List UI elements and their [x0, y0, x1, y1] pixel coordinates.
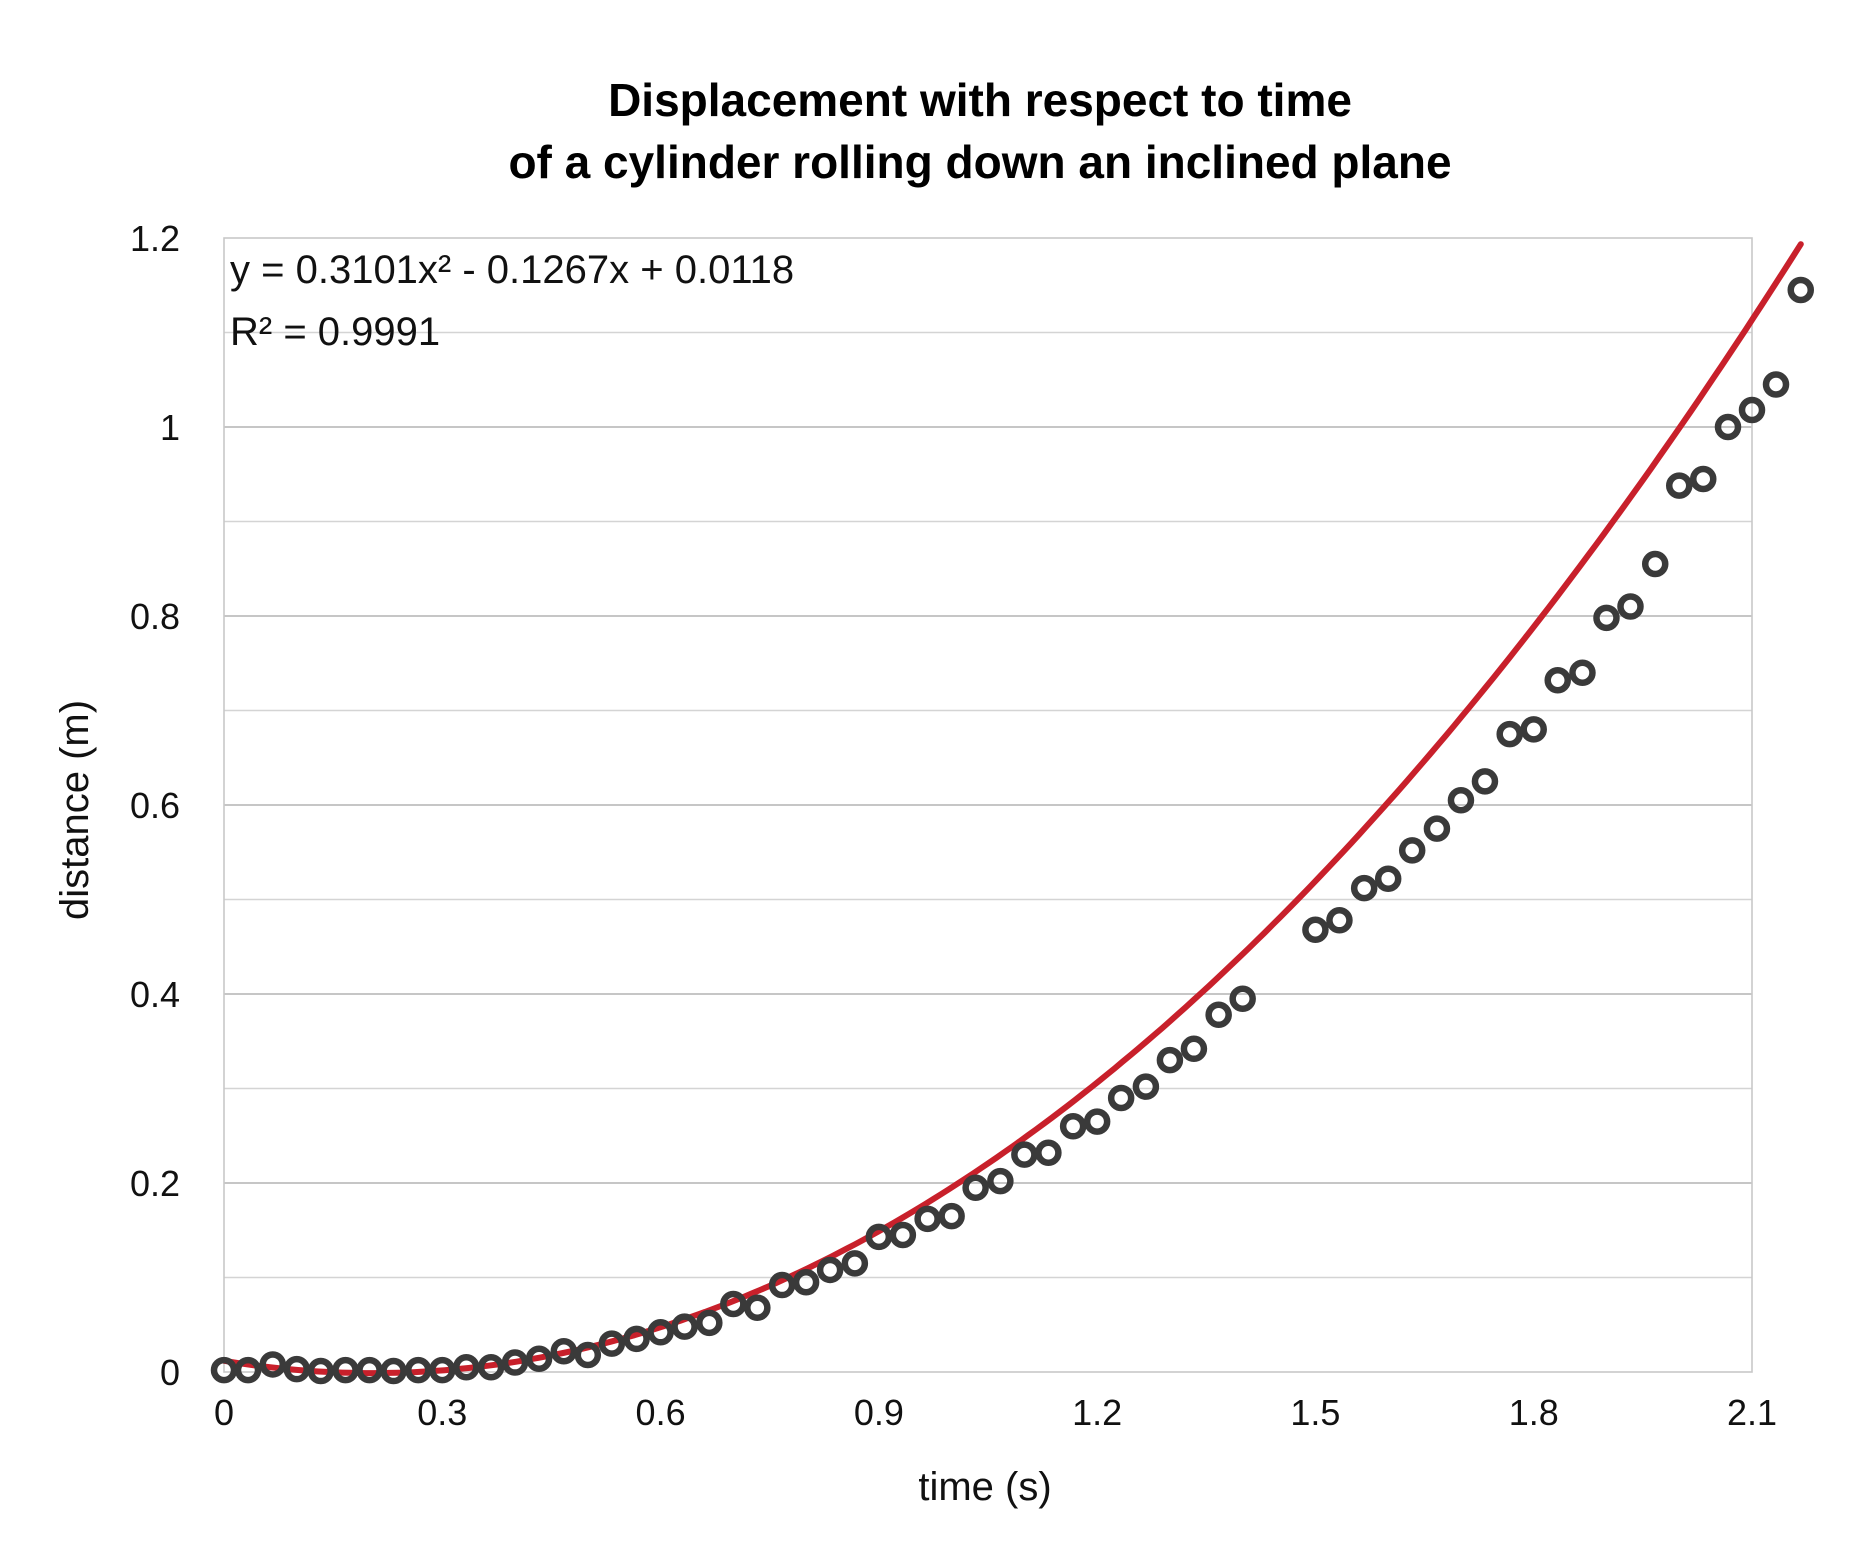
- data-point: [744, 1294, 771, 1321]
- data-point: [380, 1357, 407, 1385]
- gridlines: [224, 331, 1752, 1279]
- data-point: [1447, 787, 1475, 814]
- data-point: [1423, 815, 1451, 842]
- data-point: [1471, 768, 1499, 795]
- data-point: [234, 1356, 262, 1384]
- data-points: [210, 276, 1815, 1385]
- x-tick-label: 0: [214, 1392, 234, 1433]
- data-point: [1714, 413, 1742, 441]
- data-point: [1617, 593, 1644, 620]
- data-point: [1132, 1073, 1160, 1100]
- x-tick-label: 1.2: [1072, 1392, 1122, 1433]
- data-point: [1544, 667, 1571, 694]
- data-point: [453, 1354, 480, 1381]
- data-point: [671, 1313, 698, 1340]
- data-point: [962, 1174, 989, 1201]
- data-point: [210, 1356, 238, 1384]
- data-point: [1156, 1046, 1184, 1074]
- plot-area-frame: [223, 237, 1753, 1373]
- data-point: [720, 1290, 747, 1318]
- trendline: [221, 241, 1804, 1377]
- data-point: [647, 1319, 674, 1346]
- data-point: [1083, 1108, 1111, 1135]
- data-point: [1011, 1141, 1038, 1168]
- trendline-curve: [221, 241, 1804, 1377]
- data-point: [1593, 604, 1620, 632]
- data-point: [1569, 659, 1596, 686]
- data-point: [1496, 720, 1523, 748]
- y-tick-label: 0.8: [130, 596, 180, 637]
- data-point: [1059, 1113, 1087, 1140]
- data-point: [1302, 916, 1329, 943]
- data-point: [429, 1356, 456, 1384]
- chart-title-line-1: Displacement with respect to time: [608, 74, 1352, 126]
- data-point: [501, 1349, 529, 1376]
- y-tick-label: 0: [160, 1352, 180, 1393]
- data-point: [356, 1356, 383, 1384]
- data-point: [987, 1167, 1014, 1195]
- data-point: [1180, 1035, 1208, 1063]
- data-point: [550, 1337, 578, 1365]
- data-point: [259, 1351, 287, 1378]
- x-tick-label: 0.3: [417, 1392, 467, 1433]
- data-point: [1326, 907, 1353, 934]
- data-point: [1520, 716, 1547, 743]
- data-point: [1107, 1084, 1135, 1112]
- data-point: [1787, 276, 1815, 304]
- data-point: [696, 1309, 723, 1337]
- data-point: [792, 1268, 820, 1296]
- y-axis-label: distance (m): [53, 700, 97, 920]
- data-point: [1398, 837, 1426, 864]
- data-point: [1738, 396, 1766, 424]
- data-point: [623, 1325, 650, 1353]
- chart-title: Displacement with respect to time of a c…: [508, 74, 1451, 188]
- y-tick-label: 1.2: [130, 218, 180, 259]
- data-point: [574, 1341, 602, 1369]
- data-point: [405, 1356, 432, 1384]
- y-tick-label: 1: [160, 407, 180, 448]
- data-point: [768, 1271, 796, 1299]
- data-point: [1762, 371, 1790, 398]
- y-tick-label: 0.2: [130, 1163, 180, 1204]
- data-point: [332, 1356, 359, 1384]
- x-tick-label: 2.1: [1727, 1392, 1777, 1433]
- x-tick-label: 0.9: [854, 1392, 904, 1433]
- data-point: [816, 1256, 844, 1284]
- data-point: [914, 1205, 941, 1233]
- data-point: [283, 1355, 311, 1383]
- data-point: [865, 1223, 893, 1251]
- data-point: [525, 1345, 553, 1373]
- data-point: [1205, 1001, 1232, 1029]
- data-point: [307, 1357, 335, 1385]
- data-point: [1350, 874, 1378, 902]
- y-tick-label: 0.6: [130, 785, 180, 826]
- data-point: [938, 1202, 965, 1230]
- y-axis-ticks: 0 0.2 0.4 0.6 0.8 1 1.2: [130, 218, 180, 1393]
- data-point: [1035, 1139, 1062, 1167]
- x-axis-ticks: 0 0.3 0.6 0.9 1.2 1.5 1.8 2.1: [214, 1392, 1777, 1433]
- data-point: [1665, 472, 1693, 499]
- trendline-equation: y = 0.3101x² - 0.1267x + 0.0118: [230, 248, 794, 292]
- data-point: [477, 1354, 505, 1381]
- data-point: [598, 1330, 626, 1357]
- x-axis-label: time (s): [918, 1465, 1051, 1509]
- data-point: [1229, 985, 1256, 1012]
- data-point: [841, 1250, 869, 1277]
- data-point: [1641, 550, 1669, 578]
- trendline-r-squared: R² = 0.9991: [230, 310, 440, 354]
- x-tick-label: 1.8: [1509, 1392, 1559, 1433]
- data-point: [1689, 465, 1717, 493]
- x-tick-label: 0.6: [636, 1392, 686, 1433]
- chart-title-line-2: of a cylinder rolling down an inclined p…: [508, 136, 1451, 188]
- data-point: [889, 1221, 917, 1249]
- x-tick-label: 1.5: [1290, 1392, 1340, 1433]
- data-point: [1374, 865, 1402, 892]
- y-tick-label: 0.4: [130, 974, 180, 1015]
